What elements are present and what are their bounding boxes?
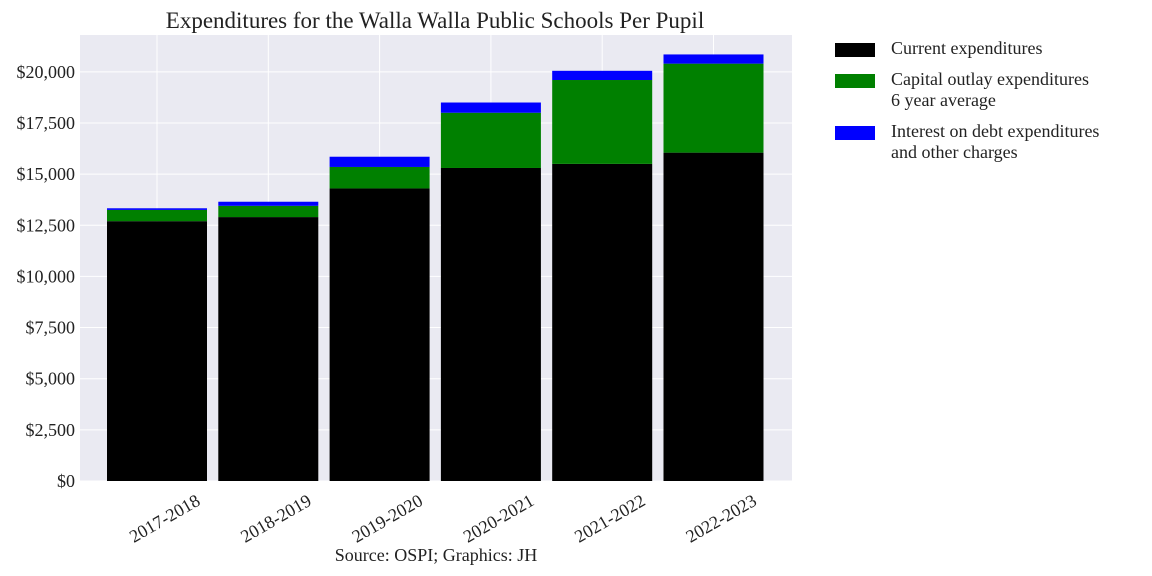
bar-segment-series-0	[440, 167, 541, 482]
bar-segment-series-0	[663, 152, 764, 481]
x-axis-ticks: 2017-2018 2018-2019 2019-2020 2020-2021 2021…	[126, 490, 760, 546]
legend-label: Current expenditures	[891, 38, 1043, 58]
bars	[107, 54, 764, 482]
chart-legend: Current expenditures Capital outlay expen…	[835, 38, 1099, 173]
y-tick-label: $15,000	[17, 164, 76, 184]
chart-title: Expenditures for the Walla Walla Public …	[166, 8, 704, 33]
x-tick-label: 2017-2018	[126, 490, 204, 546]
bar-segment-series-0	[218, 217, 319, 481]
legend-item: Current expenditures	[835, 38, 1099, 59]
x-tick-label: 2021-2022	[571, 490, 649, 546]
legend-item: Capital outlay expenditures 6 year avera…	[835, 69, 1099, 111]
bar-segment-series-2	[218, 201, 319, 206]
x-tick-label: 2019-2020	[348, 490, 426, 546]
y-tick-label: $0	[57, 471, 75, 491]
y-tick-label: $7,500	[26, 318, 76, 338]
y-tick-label: $17,500	[17, 113, 76, 133]
chart-caption: Source: OSPI; Graphics: JH	[335, 545, 537, 565]
x-tick-label: 2018-2019	[237, 490, 315, 546]
y-tick-label: $12,500	[17, 215, 76, 235]
bar-segment-series-2	[329, 156, 430, 167]
y-tick-label: $2,500	[26, 420, 76, 440]
bar-segment-series-0	[552, 163, 653, 482]
y-tick-label: $20,000	[17, 62, 76, 82]
x-tick-label: 2022-2023	[682, 490, 760, 546]
legend-swatch	[835, 126, 875, 140]
bar-segment-series-2	[107, 208, 207, 210]
bar-segment-series-1	[329, 166, 430, 189]
legend-label: Interest on debt expenditures and other …	[891, 121, 1100, 162]
bar-segment-series-1	[663, 63, 764, 153]
legend-label: Capital outlay expenditures 6 year avera…	[891, 69, 1089, 110]
bar-segment-series-2	[663, 54, 764, 64]
bar-segment-series-1	[107, 209, 207, 222]
legend-item: Interest on debt expenditures and other …	[835, 121, 1099, 163]
y-tick-label: $5,000	[26, 369, 76, 389]
bar-segment-series-1	[440, 112, 541, 168]
x-tick-label: 2020-2021	[460, 490, 538, 546]
bar-segment-series-2	[552, 70, 653, 81]
legend-swatch	[835, 43, 875, 57]
bar-segment-series-1	[218, 205, 319, 218]
bar-segment-series-2	[440, 102, 541, 113]
y-tick-label: $10,000	[17, 266, 76, 286]
bar-segment-series-1	[552, 80, 653, 164]
legend-swatch	[835, 74, 875, 88]
bar-segment-series-0	[329, 188, 430, 481]
bar-segment-series-0	[107, 221, 207, 481]
y-axis-ticks: $0 $2,500 $5,000 $7,500 $10,000 $12,500 $15,00…	[17, 62, 76, 491]
